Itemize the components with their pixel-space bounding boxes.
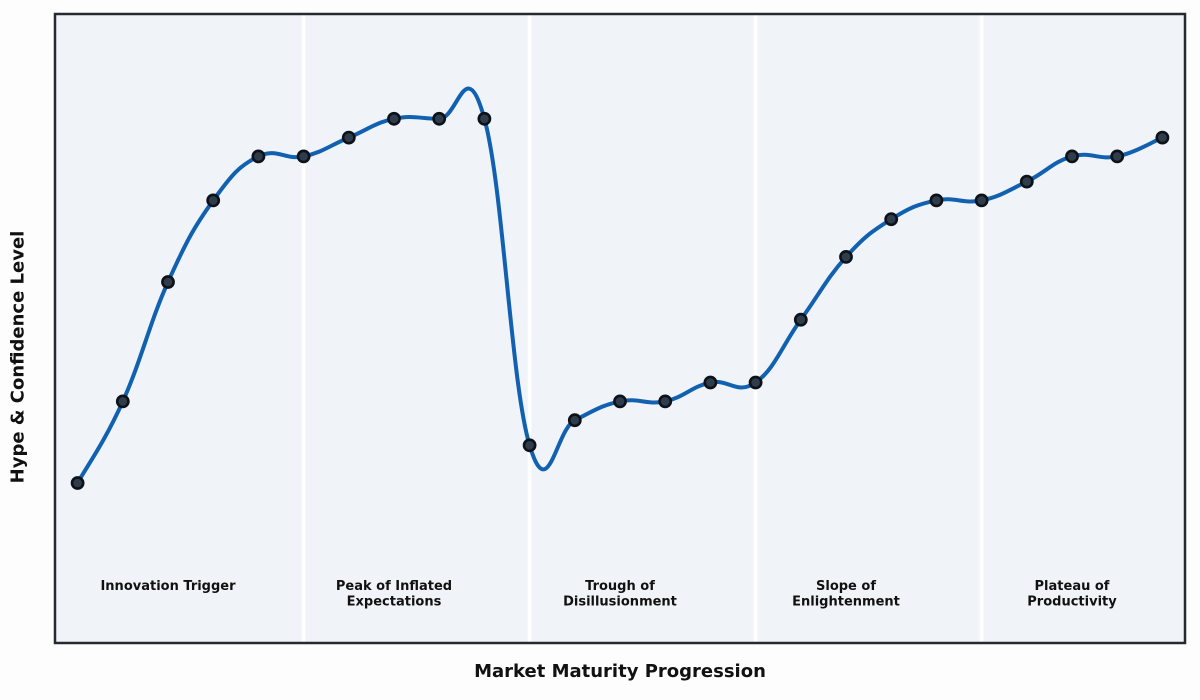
phase-label-line: Trough of [585, 579, 655, 594]
data-point-marker [251, 149, 266, 164]
data-point-marker [477, 111, 492, 126]
data-point-marker [296, 149, 311, 164]
data-point-marker [884, 212, 899, 227]
phase-label-line: Expectations [347, 595, 442, 610]
data-point-marker [341, 130, 356, 145]
phase-label: Innovation Trigger [100, 579, 236, 594]
data-point-marker [929, 193, 944, 208]
data-point-marker [1155, 130, 1170, 145]
phase-label: Plateau of Productivity [1027, 579, 1117, 610]
data-point-marker [70, 476, 85, 490]
phase-divider [527, 15, 532, 642]
plot-frame [53, 12, 1187, 645]
data-point-marker [206, 193, 221, 208]
data-point-marker [115, 394, 130, 409]
data-point-marker [839, 249, 853, 264]
data-point-marker [703, 375, 718, 390]
plot-background [55, 14, 1185, 643]
phase-label: Peak of Inflated Expectations [336, 579, 452, 610]
data-point-marker [613, 394, 627, 409]
phase-divider [301, 15, 306, 642]
phase-label-line: Slope of [816, 579, 876, 594]
phase-divider [979, 15, 984, 642]
data-point-marker [1019, 174, 1034, 189]
data-point-marker [1110, 149, 1125, 164]
phase-label-line: Enlightenment [792, 595, 900, 610]
data-point-marker [1065, 149, 1079, 164]
phase-label-line: Plateau of [1035, 579, 1110, 594]
phase-label: Slope of Enlightenment [792, 579, 900, 610]
phase-label-line: Disillusionment [563, 595, 677, 610]
phase-label-line: Productivity [1027, 595, 1117, 610]
phase-label-line: Innovation Trigger [100, 579, 236, 594]
data-point-marker [748, 375, 763, 390]
data-point-marker [974, 193, 989, 208]
phase-divider [753, 15, 758, 642]
hype-curve-line [75, 86, 1165, 485]
data-point-marker [793, 312, 808, 327]
phase-label-line: Peak of Inflated [336, 579, 452, 594]
data-point-marker [658, 394, 673, 409]
data-point-marker [522, 438, 537, 453]
data-point-marker [567, 413, 582, 428]
data-point-marker [161, 275, 175, 289]
y-axis-label: Hype & Confidence Level [7, 230, 29, 484]
data-point-marker [432, 111, 447, 126]
x-axis-label: Market Maturity Progression [474, 661, 766, 682]
phase-label: Trough of Disillusionment [563, 579, 677, 610]
data-point-marker [387, 111, 401, 126]
